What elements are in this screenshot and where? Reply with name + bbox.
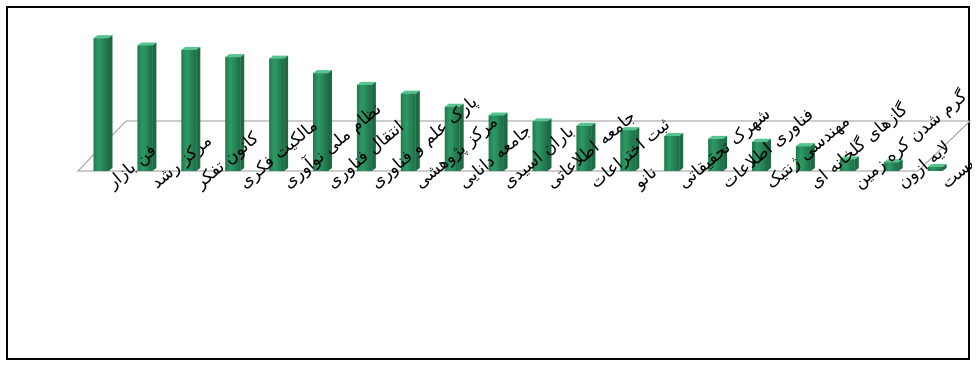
bar	[356, 81, 376, 171]
bar	[137, 42, 157, 171]
bar	[400, 90, 420, 171]
bar	[752, 138, 771, 171]
chart-bars	[93, 35, 947, 172]
bar	[269, 55, 289, 171]
bar	[532, 118, 552, 171]
bar	[313, 70, 332, 171]
bar	[181, 46, 201, 171]
bar	[488, 112, 508, 171]
bar	[576, 122, 596, 171]
chart-frame: فن بازار مرکز رشد کانون تفکر مالکیت فکری نظا…	[6, 6, 972, 360]
bar	[620, 127, 640, 171]
bar	[708, 135, 728, 171]
bar	[225, 54, 245, 172]
bar	[664, 132, 684, 171]
bar	[93, 35, 113, 171]
bar	[927, 164, 947, 171]
bar	[883, 159, 903, 171]
bar	[795, 143, 815, 171]
bar	[839, 156, 859, 171]
bar	[444, 103, 464, 171]
